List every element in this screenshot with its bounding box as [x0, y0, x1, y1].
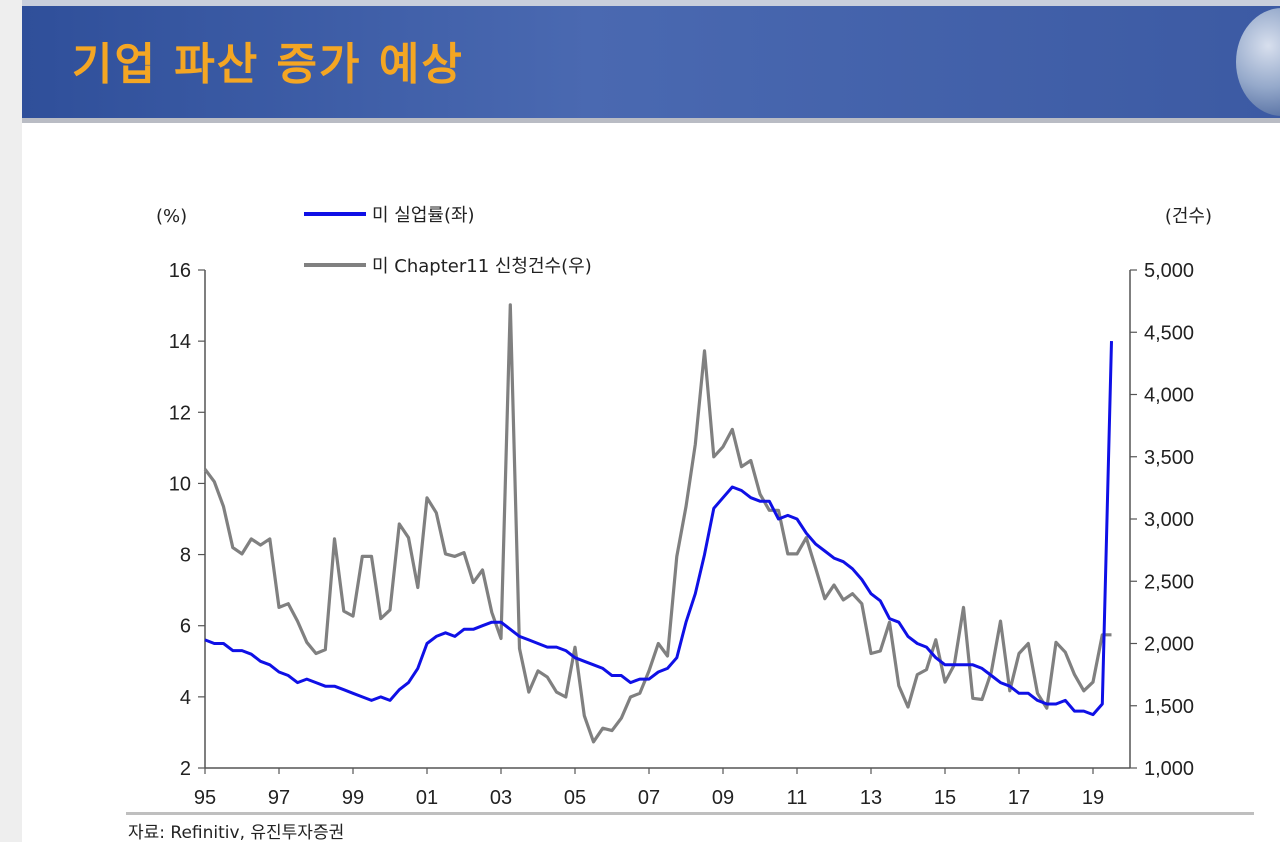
left-margin-strip [0, 0, 22, 842]
left-tick-label: 14 [169, 331, 191, 353]
legend: 미 실업률(좌) 미 Chapter11 신청건수(우) [304, 205, 592, 277]
left-tick-label: 6 [180, 616, 191, 638]
source-note: 자료: Refinitiv, 유진투자증권 [128, 823, 345, 843]
right-tick-label: 1,000 [1144, 758, 1194, 780]
left-tick-label: 12 [169, 402, 191, 424]
right-tick-label: 5,000 [1144, 260, 1194, 282]
title-underline [22, 118, 1280, 123]
x-tick-label: 15 [934, 787, 956, 809]
x-tick-label: 17 [1008, 787, 1030, 809]
right-tick-label: 3,500 [1144, 447, 1194, 469]
x-tick-label: 99 [342, 787, 364, 809]
left-tick-label: 8 [180, 545, 191, 567]
legend-label-unemployment: 미 실업률(좌) [372, 205, 475, 226]
unemployment-line [204, 341, 1113, 717]
legend-label-chapter11: 미 Chapter11 신청건수(우) [372, 256, 592, 277]
right-tick-label: 3,000 [1144, 509, 1194, 531]
left-tick-label: 10 [169, 473, 191, 495]
x-tick-label: 97 [268, 787, 290, 809]
right-tick-label: 2,500 [1144, 571, 1194, 593]
x-tick-label: 03 [490, 787, 512, 809]
left-tick-label: 4 [180, 687, 191, 709]
left-axis-unit: (%) [156, 206, 187, 227]
title-bar-top-edge [22, 0, 1280, 6]
page-title: 기업 파산 증가 예상 [72, 39, 464, 90]
x-tick-label: 05 [564, 787, 586, 809]
x-tick-label: 95 [194, 787, 216, 809]
axes: 2 4 6 8 10 12 14 16 1,000 1,500 2,000 2,500 3,000 3,5… [169, 260, 1194, 809]
left-tick-label: 2 [180, 758, 191, 780]
right-tick-label: 1,500 [1144, 696, 1194, 718]
right-tick-label: 4,000 [1144, 385, 1194, 407]
x-tick-label: 19 [1082, 787, 1104, 809]
footer-divider [126, 812, 1254, 815]
x-tick-label: 11 [787, 787, 808, 809]
x-tick-label: 13 [860, 787, 882, 809]
x-tick-label: 09 [712, 787, 734, 809]
right-axis-unit: (건수) [1165, 206, 1212, 227]
left-tick-label: 16 [169, 260, 191, 282]
right-tick-label: 4,500 [1144, 322, 1194, 344]
right-tick-label: 2,000 [1144, 634, 1194, 656]
chapter11-line [203, 303, 1112, 744]
title-bar [22, 6, 1280, 118]
x-tick-label: 07 [638, 787, 660, 809]
series-layer [203, 303, 1113, 744]
x-tick-label: 01 [416, 787, 438, 809]
